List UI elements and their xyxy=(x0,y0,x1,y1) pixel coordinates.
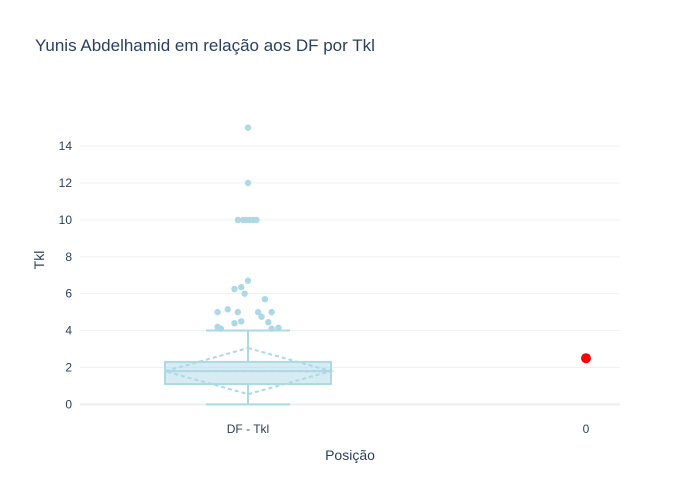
sd-diamond xyxy=(161,347,335,396)
outlier-point xyxy=(261,296,269,303)
outlier-point xyxy=(253,216,260,224)
outlier-point xyxy=(265,319,272,326)
outlier-point xyxy=(268,325,275,332)
plot-area xyxy=(161,124,591,406)
x-tick-label: 0 xyxy=(583,422,590,436)
y-tick-label: 0 xyxy=(65,397,72,411)
outlier-point xyxy=(244,277,252,284)
y-tick-label: 14 xyxy=(59,139,73,153)
y-tick-label: 8 xyxy=(65,250,72,264)
outlier-point xyxy=(275,324,282,331)
grid xyxy=(80,145,620,406)
highlight-point xyxy=(581,353,591,364)
outlier-point xyxy=(241,290,248,297)
outlier-point xyxy=(231,319,238,327)
box-plot xyxy=(161,124,335,406)
outlier-point xyxy=(231,285,238,293)
chart-title: Yunis Abdelhamid em relação aos DF por T… xyxy=(35,36,375,55)
x-axis-title: Posição xyxy=(325,447,375,463)
y-tick-label: 10 xyxy=(59,213,73,227)
outlier-point xyxy=(254,308,262,316)
outlier-point xyxy=(224,306,231,313)
y-tick-label: 6 xyxy=(65,287,72,301)
y-tick-label: 4 xyxy=(65,324,72,338)
x-tick-label: DF - Tkl xyxy=(227,422,269,436)
outlier-point xyxy=(268,308,275,316)
outlier-point xyxy=(217,325,225,332)
y-tick-label: 2 xyxy=(65,360,72,374)
outlier-point xyxy=(238,318,245,325)
outlier-point xyxy=(244,124,252,131)
y-axis-title: Tkl xyxy=(31,251,47,270)
box-iqr xyxy=(164,360,332,386)
outlier-point xyxy=(214,308,221,316)
x-axis-ticks: DF - Tkl 0 xyxy=(227,422,590,436)
outlier-point xyxy=(234,308,242,316)
outlier-point xyxy=(244,179,252,187)
y-axis-ticks: 0 2 4 6 8 10 12 14 xyxy=(59,139,73,411)
outlier-point xyxy=(234,216,242,224)
y-tick-label: 12 xyxy=(59,176,73,190)
outlier-point xyxy=(238,284,245,291)
outlier-point xyxy=(258,313,265,320)
